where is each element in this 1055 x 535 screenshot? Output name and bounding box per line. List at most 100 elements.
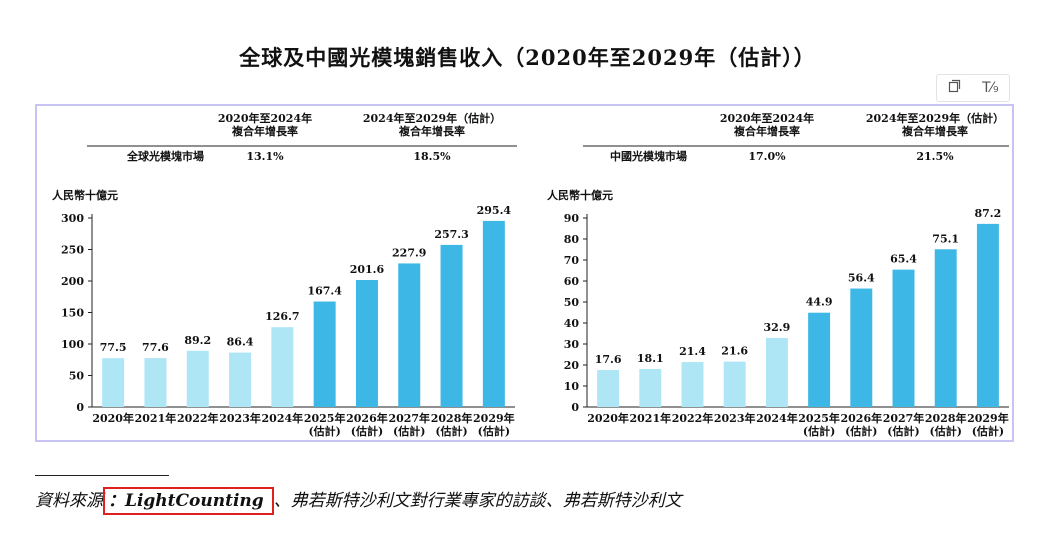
bar-value-label: 75.1 xyxy=(932,232,959,245)
bar xyxy=(934,249,957,407)
x-tick-label: 2027年 xyxy=(883,411,925,425)
toolbar: T⁄₉ xyxy=(936,74,1010,102)
cagr-header: 2024年至2029年（估計） xyxy=(866,111,1004,125)
y-tick-label: 90 xyxy=(564,212,580,225)
bar xyxy=(482,220,505,407)
x-tick-label: 2021年 xyxy=(135,411,177,425)
y-tick-label: 70 xyxy=(564,254,580,267)
bar-value-label: 86.4 xyxy=(227,336,254,349)
bar xyxy=(723,361,746,407)
bar xyxy=(271,327,294,407)
y-tick-label: 100 xyxy=(61,338,84,351)
bar xyxy=(229,352,252,407)
x-tick-label: 2029年 xyxy=(967,411,1009,425)
x-tick-label: (估計) xyxy=(972,424,1004,438)
bar-value-label: 32.9 xyxy=(764,321,791,334)
bar-value-label: 201.6 xyxy=(350,263,385,276)
y-axis-label: 人民幣十億元 xyxy=(52,188,118,202)
x-tick-label: 2022年 xyxy=(672,411,714,425)
x-tick-label: (估計) xyxy=(845,424,877,438)
bar-value-label: 77.6 xyxy=(142,341,169,354)
y-tick-label: 0 xyxy=(76,401,84,414)
cagr-header: 2020年至2024年 xyxy=(218,111,312,125)
market-label: 中國光模塊市場 xyxy=(610,149,687,163)
cagr-header: 複合年增長率 xyxy=(901,124,968,138)
y-tick-label: 150 xyxy=(61,307,84,320)
x-tick-label: 2023年 xyxy=(714,411,756,425)
y-tick-label: 50 xyxy=(69,370,85,383)
x-tick-label: (估計) xyxy=(351,424,383,438)
bar-value-label: 167.4 xyxy=(307,285,342,298)
chart-frame: 2020年至2024年 複合年增長率 2024年至2029年（估計） 複合年增長率 全球… xyxy=(35,104,1014,442)
source-highlight[interactable]: ：LightCounting xyxy=(103,487,274,515)
x-tick-label: (估計) xyxy=(393,424,425,438)
bar-value-label: 89.2 xyxy=(184,334,211,347)
bar-value-label: 44.9 xyxy=(806,296,833,309)
x-tick-label: 2024年 xyxy=(262,411,304,425)
y-tick-label: 60 xyxy=(564,275,580,288)
copy-icon[interactable] xyxy=(947,79,961,97)
x-tick-label: 2028年 xyxy=(431,411,473,425)
cagr-value: 17.0% xyxy=(748,150,786,163)
y-tick-label: 10 xyxy=(564,380,580,393)
cagr-value: 18.5% xyxy=(413,150,451,163)
x-tick-label: (估計) xyxy=(887,424,919,438)
cagr-header: 複合年增長率 xyxy=(231,124,298,138)
bar-value-label: 295.4 xyxy=(477,204,512,217)
bar-value-label: 257.3 xyxy=(434,228,468,241)
bar xyxy=(186,350,209,407)
y-tick-label: 0 xyxy=(571,401,579,414)
bar xyxy=(102,358,125,407)
bar xyxy=(681,362,704,407)
x-tick-label: 2020年 xyxy=(92,411,134,425)
cagr-value: 13.1% xyxy=(246,150,284,163)
x-tick-label: 2027年 xyxy=(388,411,430,425)
bar-value-label: 56.4 xyxy=(848,272,875,285)
x-tick-label: 2021年 xyxy=(629,411,671,425)
x-tick-label: 2020年 xyxy=(587,411,629,425)
y-tick-label: 20 xyxy=(564,359,580,372)
source-note: 資料來源 ：LightCounting 、弗若斯特沙利文對行業專家的訪談、弗若斯特沙… xyxy=(35,486,682,515)
text-format-icon[interactable]: T⁄₉ xyxy=(982,80,999,96)
global-market-chart: 2020年至2024年複合年增長率2024年至2029年（估計）複合年增長率全球… xyxy=(52,111,517,438)
bar xyxy=(976,223,999,407)
x-tick-label: 2025年 xyxy=(798,411,840,425)
source-prefix: 資料來源 xyxy=(35,491,103,511)
bar xyxy=(892,269,915,407)
x-tick-label: 2024年 xyxy=(756,411,798,425)
x-tick-label: 2028年 xyxy=(925,411,967,425)
x-tick-label: (估計) xyxy=(435,424,467,438)
x-tick-label: 2023年 xyxy=(219,411,261,425)
x-tick-label: 2029年 xyxy=(473,411,515,425)
x-tick-label: 2026年 xyxy=(840,411,882,425)
bar xyxy=(440,244,463,407)
bar-value-label: 21.4 xyxy=(679,345,706,358)
page-title: 全球及中國光模塊銷售收入（2020年至2029年（估計）） xyxy=(239,45,816,70)
cagr-value: 21.5% xyxy=(916,150,954,163)
y-tick-label: 50 xyxy=(564,296,580,309)
bar xyxy=(808,312,831,407)
y-tick-label: 200 xyxy=(61,275,84,288)
bar-value-label: 227.9 xyxy=(392,246,426,259)
footnote-rule xyxy=(35,475,169,476)
x-tick-label: (估計) xyxy=(308,424,340,438)
bar xyxy=(639,368,662,407)
x-tick-label: 2022年 xyxy=(177,411,219,425)
bar xyxy=(765,337,788,407)
x-tick-label: (估計) xyxy=(478,424,510,438)
bar xyxy=(313,301,336,407)
x-tick-label: 2025年 xyxy=(304,411,346,425)
source-rest: 、弗若斯特沙利文對行業專家的訪談、弗若斯特沙利文 xyxy=(273,491,682,511)
bar xyxy=(144,358,167,407)
y-tick-label: 80 xyxy=(564,233,580,246)
x-tick-label: (估計) xyxy=(803,424,835,438)
cagr-header: 複合年增長率 xyxy=(733,124,800,138)
cagr-header: 2020年至2024年 xyxy=(720,111,814,125)
bar-value-label: 77.5 xyxy=(100,341,127,354)
bar-value-label: 17.6 xyxy=(595,353,622,366)
cagr-header: 複合年增長率 xyxy=(398,124,465,138)
cagr-header: 2024年至2029年（估計） xyxy=(363,111,501,125)
y-tick-label: 40 xyxy=(564,317,580,330)
x-tick-label: 2026年 xyxy=(346,411,388,425)
y-tick-label: 300 xyxy=(61,212,84,225)
